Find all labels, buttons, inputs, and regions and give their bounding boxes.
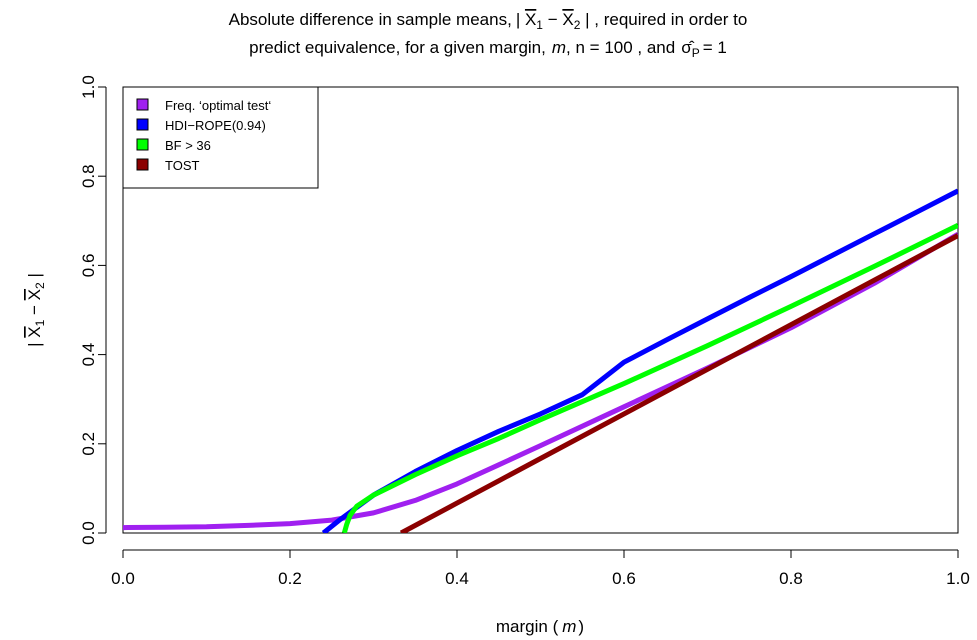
legend-swatch <box>136 98 149 111</box>
series-line <box>123 232 958 531</box>
chart-title-line1: Absolute difference in sample means, | X1… <box>229 10 748 32</box>
title-line2-m: m <box>552 38 566 57</box>
legend-label: BF > 36 <box>165 138 211 153</box>
title-line2-text: predict equivalence, for a given margin, <box>249 38 546 57</box>
legend-label: TOST <box>165 158 199 173</box>
legend: Freq. ‘optimal test‘ HDI−ROPE(0.94) BF > 3… <box>122 86 319 189</box>
series-group <box>123 188 958 533</box>
legend-label: Freq. ‘optimal test‘ <box>165 98 271 113</box>
x-label-post: ) <box>578 617 584 636</box>
x-tick-label: 0.6 <box>612 569 636 588</box>
title-line2-n: , n = 100 , and <box>566 38 675 57</box>
y-tick-label: 1.0 <box>79 75 98 99</box>
x-tick-label: 0.2 <box>278 569 302 588</box>
legend-box <box>122 86 319 189</box>
title-line1-pre: Absolute difference in sample means, <box>229 10 512 29</box>
y-axis-label: | X1 − X2 | <box>25 273 47 347</box>
legend-swatch <box>136 118 149 131</box>
x-label-m: m <box>562 617 576 636</box>
y-axis-ticks: 0.0 0.2 0.4 0.6 0.8 1.0 <box>79 75 106 545</box>
title-sigma-eq: = 1 <box>703 38 727 57</box>
plot-frame <box>122 86 959 534</box>
x-axis-ticks: 0.0 0.2 0.4 0.6 0.8 1.0 <box>111 550 970 588</box>
y-tick-label: 0.4 <box>79 343 98 367</box>
title-sigma-symbol: σ̂ <box>681 38 694 57</box>
y-tick-label: 0.8 <box>79 164 98 188</box>
x-tick-label: 1.0 <box>946 569 970 588</box>
y-tick-label: 0.6 <box>79 254 98 278</box>
x-label-pre: margin ( <box>496 617 559 636</box>
series-line <box>399 233 958 533</box>
legend-swatch <box>136 158 149 171</box>
x-axis-label: margin (m) <box>496 617 584 636</box>
x-tick-label: 0.0 <box>111 569 135 588</box>
x-tick-label: 0.4 <box>445 569 469 588</box>
y-tick-label: 0.2 <box>79 432 98 456</box>
series-line <box>321 188 958 533</box>
x-tick-label: 0.8 <box>779 569 803 588</box>
legend-swatch <box>136 138 149 151</box>
series-line <box>341 223 958 533</box>
legend-label: HDI−ROPE(0.94) <box>165 118 266 133</box>
title-line1-post: , required in order to <box>594 10 747 29</box>
chart-title-line2: predict equivalence, for a given margin,… <box>249 38 727 60</box>
y-tick-label: 0.0 <box>79 521 98 545</box>
